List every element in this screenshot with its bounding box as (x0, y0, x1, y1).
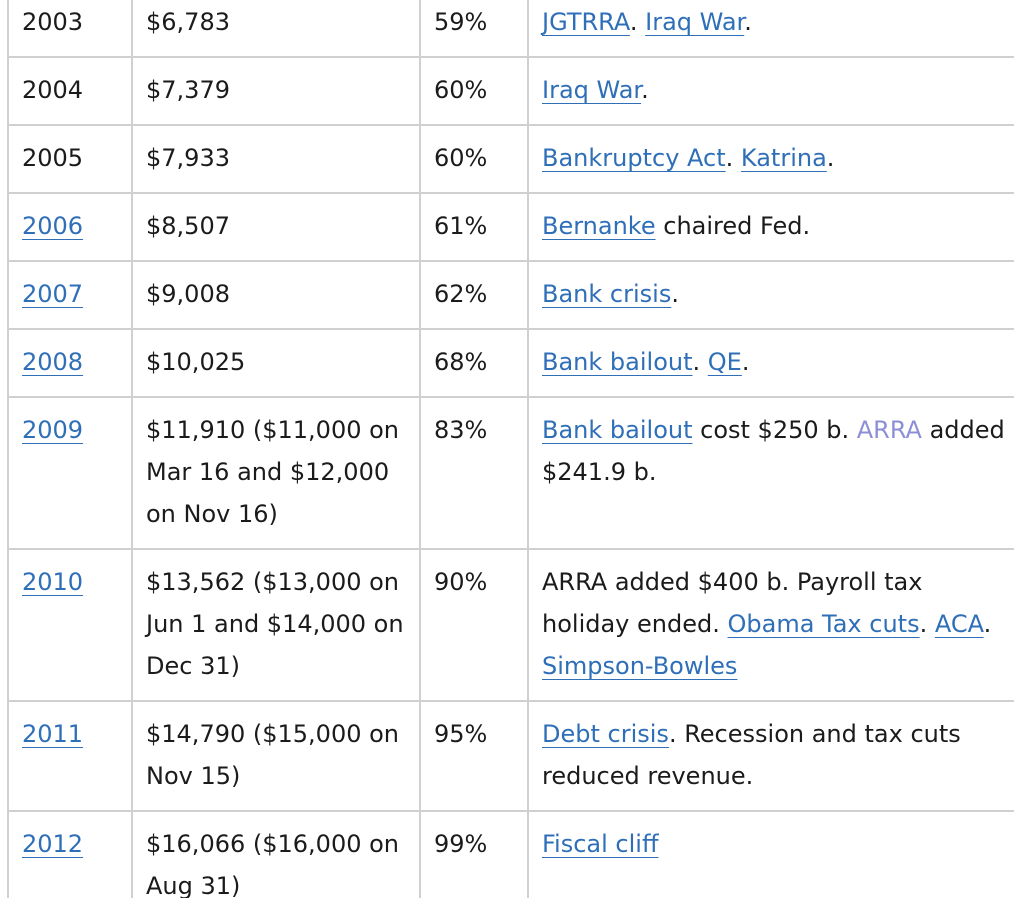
events-cell: ARRA added $400 b. Payroll tax holiday e… (527, 548, 1014, 702)
event-text: . (641, 76, 649, 104)
table-row: 2010 $13,562 ($13,000 on Jun 1 and $14,00… (7, 548, 1014, 702)
table-row: 2004 $7,379 60% Iraq War. (7, 56, 1014, 126)
debt-to-gdp-cell: 90% (419, 548, 529, 702)
year-text: 2003 (22, 8, 84, 36)
table-row: 2005 $7,933 60% Bankruptcy Act. Katrina. (7, 124, 1014, 194)
year-link[interactable]: 2008 (22, 348, 84, 376)
debt-history-table: 2003 $6,783 59% JGTRRA. Iraq War. 2004 $7,379… (7, 0, 1014, 898)
year-cell: 2003 (7, 0, 133, 58)
year-cell: 2009 (7, 396, 133, 550)
event-link[interactable]: Bank crisis (542, 280, 672, 308)
event-link[interactable]: JGTRRA (542, 8, 630, 36)
debt-cell: $7,379 (131, 56, 421, 126)
year-link[interactable]: 2009 (22, 416, 84, 444)
debt-to-gdp-cell: 68% (419, 328, 529, 398)
year-text: 2005 (22, 144, 84, 172)
table-row: 2008 $10,025 68% Bank bailout. QE. (7, 328, 1014, 398)
event-text: chaired Fed. (655, 212, 811, 240)
event-text: . (826, 144, 835, 172)
events-cell: Fiscal cliff (527, 810, 1014, 898)
table-row: 2012 $16,066 ($16,000 on Aug 31) 99% Fiscal… (7, 810, 1014, 898)
event-text: . (629, 8, 646, 36)
events-cell: Iraq War. (527, 56, 1014, 126)
year-link[interactable]: 2012 (22, 830, 84, 858)
debt-cell: $13,562 ($13,000 on Jun 1 and $14,000 on… (131, 548, 421, 702)
debt-to-gdp-cell: 95% (419, 700, 529, 812)
year-cell: 2007 (7, 260, 133, 330)
year-cell: 2004 (7, 56, 133, 126)
year-cell: 2010 (7, 548, 133, 702)
year-link[interactable]: 2007 (22, 280, 84, 308)
debt-cell: $9,008 (131, 260, 421, 330)
table-row: 2007 $9,008 62% Bank crisis. (7, 260, 1014, 330)
events-cell: Bank crisis. (527, 260, 1014, 330)
event-link[interactable]: Simpson-Bowles (542, 652, 738, 680)
table-row: 2011 $14,790 ($15,000 on Nov 15) 95% Debt c… (7, 700, 1014, 812)
debt-to-gdp-cell: 59% (419, 0, 529, 58)
events-cell: Debt crisis. Recession and tax cuts redu… (527, 700, 1014, 812)
debt-to-gdp-cell: 61% (419, 192, 529, 262)
event-link[interactable]: Bernanke (542, 212, 656, 240)
year-text: 2004 (22, 76, 84, 104)
year-cell: 2012 (7, 810, 133, 898)
table-row: 2006 $8,507 61% Bernanke chaired Fed. (7, 192, 1014, 262)
event-link[interactable]: Obama Tax cuts (727, 610, 920, 638)
year-cell: 2008 (7, 328, 133, 398)
table-body: 2003 $6,783 59% JGTRRA. Iraq War. 2004 $7,379… (7, 0, 1014, 898)
debt-cell: $14,790 ($15,000 on Nov 15) (131, 700, 421, 812)
table-row: 2003 $6,783 59% JGTRRA. Iraq War. (7, 0, 1014, 58)
year-link[interactable]: 2006 (22, 212, 84, 240)
event-link[interactable]: QE (707, 348, 742, 376)
event-link[interactable]: Katrina (740, 144, 827, 172)
year-link[interactable]: 2011 (22, 720, 84, 748)
debt-cell: $7,933 (131, 124, 421, 194)
debt-cell: $6,783 (131, 0, 421, 58)
debt-cell: $11,910 ($11,000 on Mar 16 and $12,000 o… (131, 396, 421, 550)
event-text: added $241.9 b. (542, 416, 1005, 486)
event-text: . (744, 8, 752, 36)
events-cell: Bernanke chaired Fed. (527, 192, 1014, 262)
event-text: . Recession and tax cuts reduced revenue… (542, 720, 961, 790)
debt-cell: $8,507 (131, 192, 421, 262)
year-cell: 2011 (7, 700, 133, 812)
year-link[interactable]: 2010 (22, 568, 84, 596)
event-text: cost $250 b. (692, 416, 857, 444)
event-link[interactable]: Iraq War (542, 76, 642, 104)
year-cell: 2005 (7, 124, 133, 194)
event-link[interactable]: Bankruptcy Act (542, 144, 726, 172)
events-cell: Bank bailout cost $250 b. ARRA added $24… (527, 396, 1014, 550)
event-text: . (741, 348, 750, 376)
event-link[interactable]: Fiscal cliff (542, 830, 659, 858)
debt-cell: $16,066 ($16,000 on Aug 31) (131, 810, 421, 898)
event-link[interactable]: ACA (934, 610, 984, 638)
debt-to-gdp-cell: 83% (419, 396, 529, 550)
event-link[interactable]: Debt crisis (542, 720, 669, 748)
event-link[interactable]: Bank bailout (542, 348, 693, 376)
debt-cell: $10,025 (131, 328, 421, 398)
event-text: . (725, 144, 741, 172)
events-cell: JGTRRA. Iraq War. (527, 0, 1014, 58)
events-cell: Bankruptcy Act. Katrina. (527, 124, 1014, 194)
event-text: . (692, 348, 708, 376)
debt-to-gdp-cell: 62% (419, 260, 529, 330)
event-text: . (919, 610, 935, 638)
event-text: . (671, 280, 679, 308)
debt-to-gdp-cell: 60% (419, 124, 529, 194)
table-row: 2009 $11,910 ($11,000 on Mar 16 and $12,0… (7, 396, 1014, 550)
event-link[interactable]: Bank bailout (542, 416, 693, 444)
event-text: ARRA added $400 b. Payroll tax holiday e… (542, 568, 923, 638)
debt-to-gdp-cell: 99% (419, 810, 529, 898)
event-link[interactable]: Iraq War (645, 8, 745, 36)
event-text: . (983, 610, 992, 638)
event-link[interactable]: ARRA (856, 416, 922, 444)
debt-to-gdp-cell: 60% (419, 56, 529, 126)
year-cell: 2006 (7, 192, 133, 262)
events-cell: Bank bailout. QE. (527, 328, 1014, 398)
